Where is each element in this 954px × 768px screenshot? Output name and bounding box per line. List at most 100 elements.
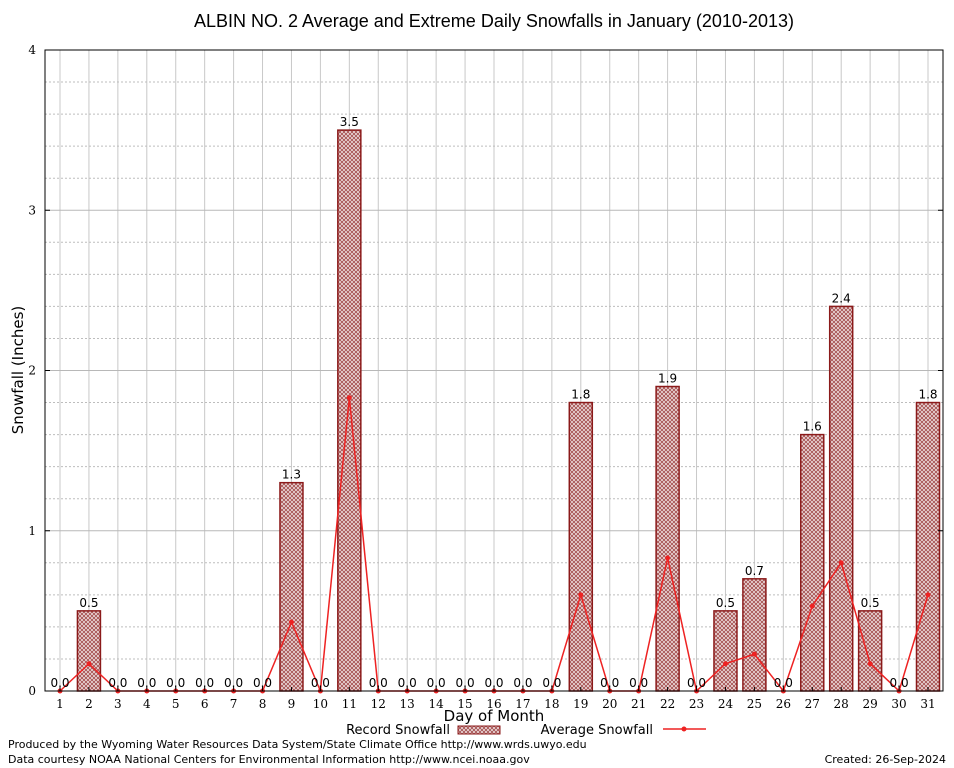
x-tick-label: 30	[891, 697, 906, 711]
x-tick-label: 5	[172, 697, 180, 711]
record-bar	[800, 433, 825, 692]
average-point	[751, 651, 757, 657]
average-point	[925, 592, 931, 598]
bar-value-label: 1.9	[658, 372, 677, 386]
y-tick-label: 3	[28, 203, 36, 217]
bar-value-label: 2.4	[832, 291, 851, 305]
legend-record-label: Record Snowfall	[346, 723, 450, 738]
y-tick-label: 1	[28, 524, 36, 538]
legend-average-label: Average Snowfall	[541, 723, 653, 738]
x-tick-label: 14	[428, 697, 444, 711]
footer-produced-by: Produced by the Wyoming Water Resources …	[8, 738, 587, 751]
x-tick-label: 24	[718, 697, 734, 711]
bar-value-label: 3.5	[340, 115, 359, 129]
record-bar	[915, 401, 941, 692]
average-point	[578, 592, 584, 598]
record-bar	[857, 610, 883, 692]
bar-value-label: 0.0	[513, 676, 532, 690]
record-snowfall-bars	[76, 129, 941, 692]
x-tick-label: 15	[457, 697, 472, 711]
bar-value-label: 0.0	[253, 676, 272, 690]
x-tick-label: 27	[805, 697, 820, 711]
x-tick-labels: 1 2 3 4 5 6 7 8 9 10 11 12 13 14 15 16 17 18 19 20 21 22 23 24 2…	[56, 687, 936, 711]
x-tick-label: 19	[573, 697, 588, 711]
x-tick-label: 21	[631, 697, 646, 711]
x-tick-label: 8	[259, 697, 267, 711]
x-tick-label: 3	[114, 697, 122, 711]
x-tick-label: 11	[342, 697, 357, 711]
record-bar	[76, 610, 102, 692]
x-tick-label: 29	[862, 697, 877, 711]
x-tick-label: 7	[230, 697, 238, 711]
bar-value-label: 0.0	[50, 676, 69, 690]
x-tick-label: 26	[776, 697, 791, 711]
bar-value-label: 0.0	[542, 676, 561, 690]
bar-value-label: 1.8	[918, 388, 937, 402]
x-tick-label: 20	[602, 697, 617, 711]
x-tick-label: 23	[689, 697, 704, 711]
footer-created-date: Created: 26-Sep-2024	[825, 753, 946, 766]
y-axis-label: Snowfall (Inches)	[9, 306, 27, 434]
x-tick-label: 6	[201, 697, 209, 711]
x-axis-label: Day of Month	[444, 707, 545, 725]
bar-value-label: 0.7	[745, 564, 764, 578]
legend-record-swatch	[457, 725, 501, 735]
bar-value-label: 0.0	[195, 676, 214, 690]
x-tick-label: 16	[486, 697, 501, 711]
record-bar	[279, 481, 304, 692]
x-tick-label: 10	[313, 697, 328, 711]
bar-value-label: 0.0	[398, 676, 417, 690]
bar-value-label: 0.0	[629, 676, 648, 690]
bar-value-label: 0.0	[369, 676, 388, 690]
bar-value-label: 0.0	[108, 676, 127, 690]
bar-value-label: 0.0	[456, 676, 475, 690]
x-tick-label: 13	[400, 697, 415, 711]
average-point	[838, 560, 844, 566]
record-bar	[568, 401, 594, 692]
x-tick-label: 18	[544, 697, 559, 711]
average-point	[346, 395, 352, 401]
bar-value-label: 0.0	[600, 676, 619, 690]
bar-value-label: 0.0	[687, 676, 706, 690]
x-tick-label: 28	[834, 697, 849, 711]
average-point	[86, 661, 92, 667]
bar-value-label: 0.0	[137, 676, 156, 690]
record-bar	[655, 385, 680, 692]
x-tick-label: 25	[747, 697, 762, 711]
y-tick-label: 4	[28, 43, 36, 57]
x-tick-label: 31	[920, 697, 935, 711]
average-point	[867, 661, 873, 667]
y-tick-label: 0	[28, 684, 36, 698]
bar-value-label: 0.0	[224, 676, 243, 690]
record-bar	[337, 129, 362, 692]
x-tick-label: 22	[660, 697, 675, 711]
record-bar	[742, 578, 767, 692]
legend: Record Snowfall Average Snowfall	[346, 723, 706, 738]
average-point	[809, 603, 815, 609]
grid	[45, 49, 943, 692]
bar-value-label: 1.3	[282, 468, 301, 482]
bar-value-label: 0.0	[774, 676, 793, 690]
legend-average-marker	[681, 726, 687, 732]
bar-value-label: 0.0	[890, 676, 909, 690]
x-tick-label: 9	[288, 697, 296, 711]
record-bar	[713, 610, 738, 692]
x-tick-label: 1	[56, 697, 64, 711]
average-point	[722, 661, 728, 667]
bar-value-labels: 0.0 0.5 0.0 0.0 0.0 0.0 0.0 0.0 1.3 0.0 3.5 0.0 0.0 0…	[50, 115, 937, 690]
average-point	[665, 555, 671, 561]
bar-value-label: 0.0	[166, 676, 185, 690]
bar-value-label: 0.5	[861, 596, 880, 610]
bar-value-label: 0.0	[484, 676, 503, 690]
x-tick-label: 12	[371, 697, 386, 711]
chart-title: ALBIN NO. 2 Average and Extreme Daily Sn…	[194, 11, 794, 31]
bar-value-label: 0.0	[427, 676, 446, 690]
bar-value-label: 1.8	[571, 388, 590, 402]
record-bar	[828, 305, 854, 692]
average-point	[288, 619, 294, 625]
y-tick-label: 2	[28, 364, 36, 378]
x-tick-label: 4	[143, 697, 151, 711]
x-tick-label: 2	[85, 697, 93, 711]
bar-value-label: 0.5	[716, 596, 735, 610]
y-tick-labels: 0 1 2 3 4	[28, 43, 943, 698]
